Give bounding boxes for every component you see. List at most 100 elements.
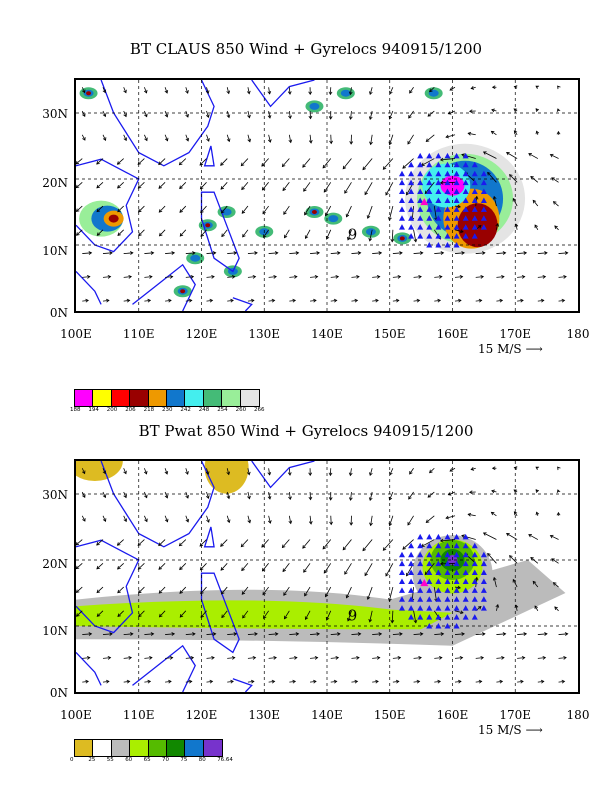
cloud-cell <box>399 236 405 241</box>
gyre-triangle <box>417 188 424 195</box>
wind-vector <box>310 299 317 302</box>
gyre-triangle <box>417 161 424 168</box>
wind-vector <box>144 252 154 254</box>
wind-arrowhead <box>540 298 545 303</box>
gridlines <box>76 80 578 311</box>
wind-arrowhead <box>76 184 80 189</box>
wind-arrowhead <box>81 470 86 475</box>
gyre-triangle <box>426 533 433 540</box>
wind-arrowhead <box>168 298 172 303</box>
wind-arrowhead <box>459 274 464 279</box>
gyre-triangle <box>435 215 442 221</box>
wind-vector <box>391 610 394 623</box>
gyre-triangle <box>480 596 487 602</box>
lon-label: 130E <box>248 327 281 341</box>
wind-vector <box>164 110 168 118</box>
wind-vector <box>537 633 548 635</box>
wind-arrowhead <box>143 470 148 475</box>
wind-vector <box>322 158 332 169</box>
colorbar-label: 75 <box>180 757 188 763</box>
wind-arrowhead <box>413 619 418 624</box>
wind-vector <box>81 515 86 522</box>
wind-arrowhead <box>388 598 392 602</box>
wind-arrowhead <box>376 655 381 660</box>
wind-vector <box>164 515 168 522</box>
wind-vector <box>454 229 464 233</box>
wind-vector <box>483 532 497 540</box>
panel2-title: BT Pwat 850 Wind + Gyrelocs 940915/1200 <box>138 422 474 440</box>
wind-vector <box>449 467 456 472</box>
gyre-triangle <box>398 551 405 558</box>
wind-arrowhead <box>304 616 309 621</box>
wind-vector <box>241 563 249 571</box>
wind-vector <box>159 610 166 618</box>
wind-arrowhead <box>205 495 210 499</box>
wind-vector <box>268 87 271 94</box>
wind-arrowhead <box>288 496 292 501</box>
colorbar-label: 218 <box>143 407 155 413</box>
wind-vector <box>185 252 196 254</box>
wind-arrowhead <box>86 655 91 660</box>
wind-arrowhead <box>200 209 204 214</box>
colorbar-label: 65 <box>143 757 151 763</box>
wind-vector <box>369 87 373 95</box>
wind-vector <box>82 252 92 254</box>
gyre-triangle <box>435 242 442 248</box>
wind-arrowhead <box>102 137 107 141</box>
wind-vector <box>241 182 249 190</box>
wind-arrowhead <box>123 494 127 499</box>
wind-arrowhead <box>96 232 101 236</box>
wind-arrowhead <box>233 251 238 255</box>
colorbar-swatch <box>240 390 259 406</box>
wind-vector <box>199 158 207 166</box>
wind-vector <box>454 252 465 254</box>
wind-vector <box>144 134 148 141</box>
wind-arrowhead <box>513 85 518 89</box>
gyre-triangle <box>435 224 442 230</box>
gyre-triangle <box>480 215 487 221</box>
wind-vector <box>532 581 539 588</box>
wind-arrowhead <box>123 518 127 523</box>
gyre-triangle <box>435 623 442 629</box>
wind-arrowhead <box>185 90 189 94</box>
gridlines <box>76 461 578 692</box>
gyre-triangle <box>444 551 451 558</box>
gyre-triangle <box>398 170 405 177</box>
wind-vector <box>351 252 361 254</box>
wind-arrowhead <box>308 521 313 525</box>
wind-arrowhead <box>241 567 245 572</box>
wind-vector <box>491 511 497 517</box>
colorbar-label: 25 <box>88 757 96 763</box>
wind-vector <box>96 586 104 593</box>
colorbar-label: 55 <box>106 757 114 763</box>
wind-arrowhead <box>348 472 353 477</box>
wind-vector <box>517 299 524 302</box>
wind-vector <box>221 205 228 214</box>
wind-arrowhead <box>179 209 183 213</box>
gyre-triangle <box>435 179 442 186</box>
wind-vector <box>558 680 565 683</box>
gyre-triangle <box>453 569 460 576</box>
coastline-path <box>232 678 253 692</box>
gyre-triangle <box>471 197 478 203</box>
colorbar-label: 254 <box>217 407 228 413</box>
gyre-triangle <box>462 188 469 195</box>
wind-vector <box>227 633 237 635</box>
wind-arrowhead <box>512 578 517 583</box>
wind-vector <box>158 563 166 570</box>
gyre-triangle <box>426 242 433 248</box>
wind-vector <box>558 276 567 278</box>
gyre-triangle <box>444 179 451 186</box>
wind-vector <box>200 610 207 618</box>
gyre-triangle <box>408 197 415 203</box>
wind-arrowhead <box>445 515 450 520</box>
wind-arrowhead <box>509 174 513 178</box>
wind-vector <box>454 680 461 683</box>
colorbar-label: 248 <box>198 407 210 413</box>
wind-vector <box>364 563 373 576</box>
wind-vector <box>367 586 373 600</box>
wind-arrowhead <box>368 116 373 120</box>
wind-arrowhead <box>178 161 183 166</box>
wind-arrowhead <box>102 494 107 499</box>
colorbar-label: 80 <box>198 757 206 763</box>
